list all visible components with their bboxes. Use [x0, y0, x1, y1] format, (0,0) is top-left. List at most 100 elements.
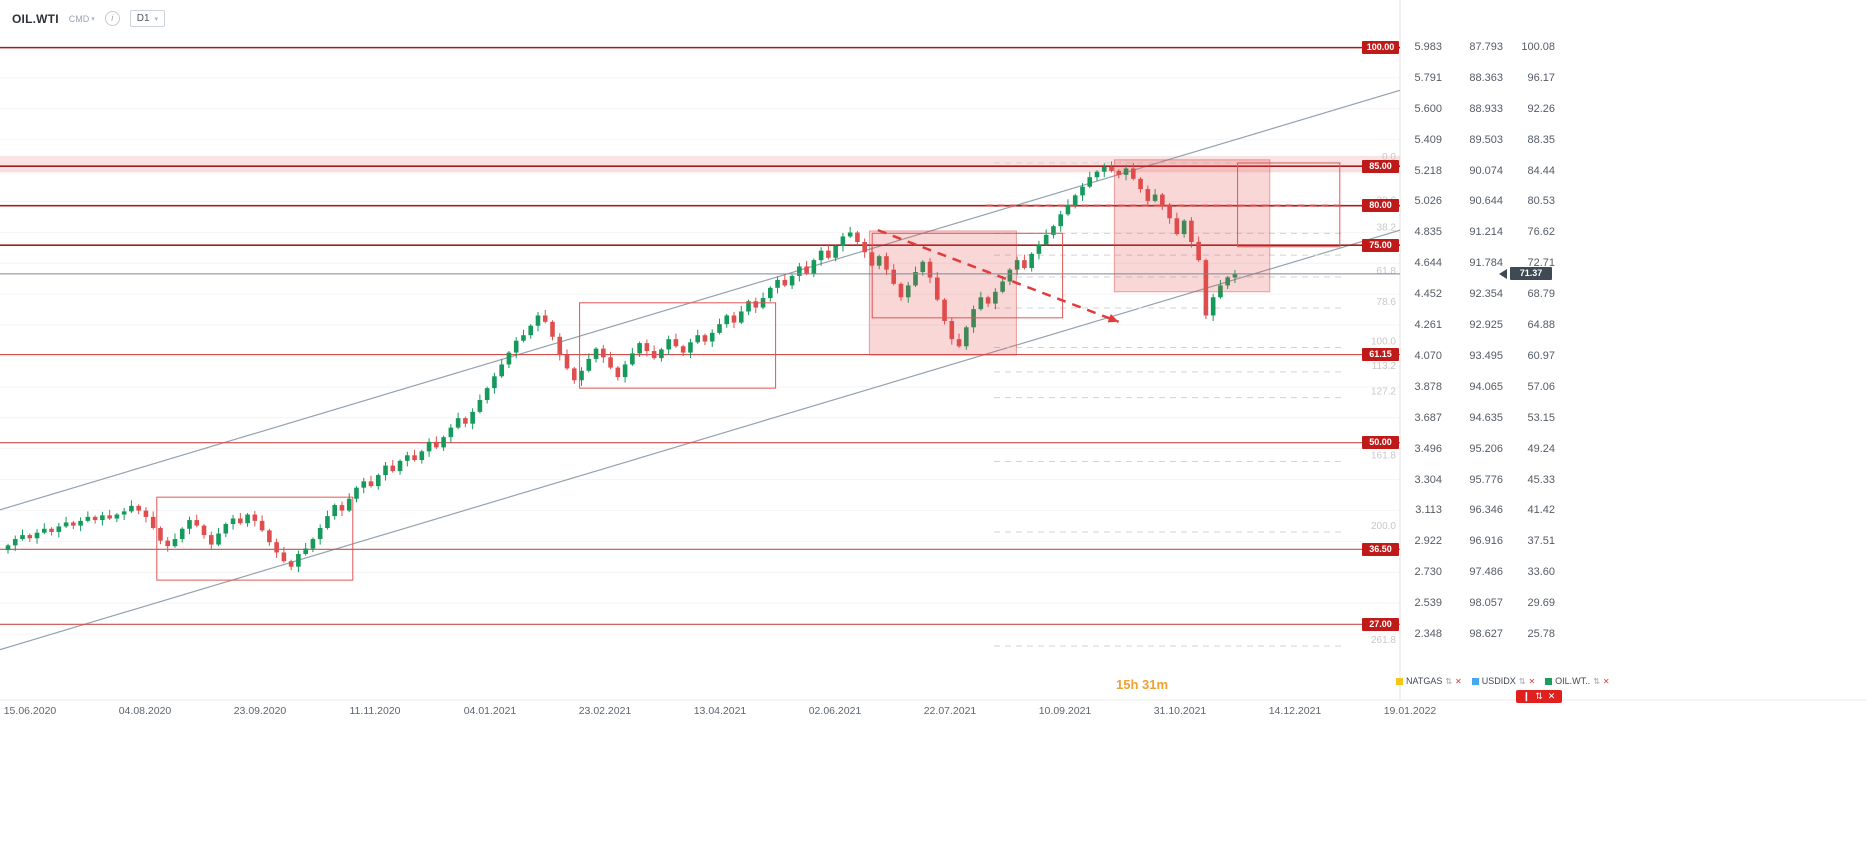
price-tick-label: 92.925 [1469, 319, 1503, 332]
correction-zone-jul-2021[interactable] [868, 230, 1017, 356]
natgas-price-scale[interactable]: 5.983 5.791 5.600 5.409 5.218 5.026 4.835 4.644… [1396, 0, 1442, 700]
price-tick-label: 97.486 [1469, 566, 1503, 579]
price-tick-label: 90.074 [1469, 164, 1503, 177]
price-tick-label: 94.065 [1469, 380, 1503, 393]
price-tick-label: 88.933 [1469, 102, 1503, 115]
current-price-arrow-icon [1499, 268, 1507, 279]
price-tick-label: 5.600 [1414, 102, 1442, 115]
instrument-swatch-icon [1396, 677, 1403, 685]
time-tick-label: 04.01.2021 [463, 705, 517, 717]
sort-icon: ⇅ [1535, 691, 1543, 701]
price-level-badge-50.00: 50.00 [1362, 436, 1399, 450]
active-instrument-badge[interactable]: ❙ ⇅ ✕ [1516, 690, 1562, 703]
market-selector[interactable]: CMD ▾ [69, 14, 95, 24]
price-tick-label: 87.793 [1469, 41, 1503, 53]
time-tick-label: 31.10.2021 [1153, 705, 1207, 717]
time-tick-label: 19.01.2022 [1383, 705, 1437, 717]
price-tick-label: 96.17 [1527, 71, 1555, 84]
downtrend-line-arrowhead [1107, 314, 1119, 323]
price-tick-label: 89.503 [1469, 133, 1503, 146]
timeframe-select[interactable]: D1 ▾ [129, 10, 166, 27]
downtrend-line[interactable] [877, 228, 1120, 323]
legend-label: USDIDX [1481, 676, 1516, 686]
fib-label: 38.2 [1377, 222, 1397, 233]
fib-label: 61.8 [1377, 266, 1397, 277]
close-icon[interactable]: ✕ [1547, 691, 1556, 701]
correction-box-jul-2021[interactable] [871, 232, 1064, 319]
channel-upper-line[interactable] [0, 89, 1401, 511]
price-tick-label: 92.354 [1469, 288, 1503, 301]
price-tick-label: 3.878 [1414, 380, 1442, 393]
price-tick-label: 96.346 [1469, 504, 1503, 517]
time-tick-label: 23.09.2020 [233, 705, 287, 717]
price-tick-label: 2.922 [1414, 535, 1442, 548]
price-tick-label: 60.97 [1527, 349, 1555, 362]
price-tick-label: 88.35 [1527, 133, 1555, 146]
price-tick-label: 98.627 [1469, 628, 1503, 640]
session-countdown: 15h 31m [1116, 677, 1169, 692]
legend-item-natgas[interactable]: NATGAS ⇅ ✕ [1396, 676, 1462, 686]
projection-box-dec-2021[interactable] [1237, 162, 1341, 248]
price-tick-label: 41.42 [1527, 504, 1555, 517]
consolidation-box-2020[interactable] [156, 496, 354, 581]
price-tick-label: 2.730 [1414, 566, 1442, 579]
price-tick-label: 91.784 [1469, 257, 1503, 270]
sort-icon[interactable]: ⇅ [1518, 676, 1526, 686]
price-tick-label: 98.057 [1469, 597, 1503, 610]
current-price-badge: 71.37 [1510, 266, 1552, 280]
price-tick-label: 88.363 [1469, 71, 1503, 84]
instrument-legend: NATGAS ⇅ ✕ USDIDX ⇅ ✕ OIL.WT.. ⇅ ✕ [1396, 676, 1610, 686]
time-axis[interactable]: 15.06.2020 04.08.2020 23.09.2020 11.11.2020… [0, 703, 1866, 723]
chevron-down-icon: ▾ [154, 15, 159, 23]
price-tick-label: 72.71 [1527, 257, 1555, 270]
price-tick-label: 57.06 [1527, 380, 1555, 393]
right-price-scales[interactable]: 5.983 5.791 5.600 5.409 5.218 5.026 4.835 4.644… [0, 0, 1866, 700]
supply-zone-85[interactable] [0, 155, 1400, 173]
time-tick-label: 11.11.2020 [349, 705, 401, 717]
chart-toolbar: OIL.WTI CMD ▾ i D1 ▾ [12, 10, 166, 27]
price-tick-label: 4.452 [1414, 288, 1442, 301]
usdidx-price-scale[interactable]: 87.793 88.363 88.933 89.503 90.074 90.644 91.2… [1457, 0, 1503, 700]
price-tick-label: 95.776 [1469, 473, 1503, 486]
price-tick-label: 33.60 [1527, 566, 1555, 579]
price-tick-label: 2.348 [1414, 628, 1442, 640]
price-tick-label: 37.51 [1527, 535, 1555, 548]
correction-zone-nov-2021[interactable] [1113, 159, 1271, 293]
time-tick-label: 15.06.2020 [3, 705, 57, 717]
price-tick-label: 84.44 [1527, 164, 1555, 177]
price-tick-label: 95.206 [1469, 442, 1503, 455]
legend-label: NATGAS [1406, 676, 1443, 686]
price-tick-label: 29.69 [1527, 597, 1555, 610]
price-level-badge-100.00: 100.00 [1362, 41, 1399, 55]
time-tick-label: 04.08.2020 [118, 705, 172, 717]
candles-layer [5, 161, 1238, 573]
gridlines [0, 46, 1400, 635]
sort-icon[interactable]: ⇅ [1445, 676, 1453, 686]
consolidation-box-q1-2021[interactable] [579, 302, 777, 389]
time-tick-label: 02.06.2021 [808, 705, 862, 717]
oilwti-price-scale[interactable]: 100.08 96.17 92.26 88.35 84.44 80.53 76.62 72.7… [1509, 0, 1555, 700]
info-icon[interactable]: i [104, 11, 120, 26]
price-tick-label: 92.26 [1527, 102, 1555, 115]
price-tick-label: 96.916 [1469, 535, 1503, 548]
close-icon[interactable]: ✕ [1528, 676, 1536, 686]
price-tick-label: 76.62 [1527, 226, 1555, 239]
symbol-title: OIL.WTI [12, 11, 59, 26]
fib-label: 127.2 [1371, 387, 1396, 398]
instrument-swatch-icon [1471, 677, 1479, 685]
price-tick-label: 5.026 [1414, 195, 1442, 208]
price-tick-label: 5.409 [1414, 133, 1442, 146]
price-level-badge-61.15: 61.15 [1362, 348, 1399, 362]
price-tick-label: 3.113 [1415, 504, 1442, 517]
legend-item-usdidx[interactable]: USDIDX ⇅ ✕ [1471, 676, 1536, 686]
close-icon[interactable]: ✕ [1455, 676, 1462, 686]
price-tick-label: 2.539 [1414, 597, 1442, 610]
time-tick-label: 23.02.2021 [578, 705, 632, 717]
close-icon[interactable]: ✕ [1602, 676, 1610, 686]
price-tick-label: 3.687 [1414, 411, 1442, 424]
sort-icon[interactable]: ⇅ [1593, 676, 1600, 686]
legend-item-oilwt[interactable]: OIL.WT.. ⇅ ✕ [1545, 676, 1610, 686]
candle-icon: ❙ [1522, 691, 1531, 701]
price-tick-label: 5.983 [1414, 41, 1442, 53]
